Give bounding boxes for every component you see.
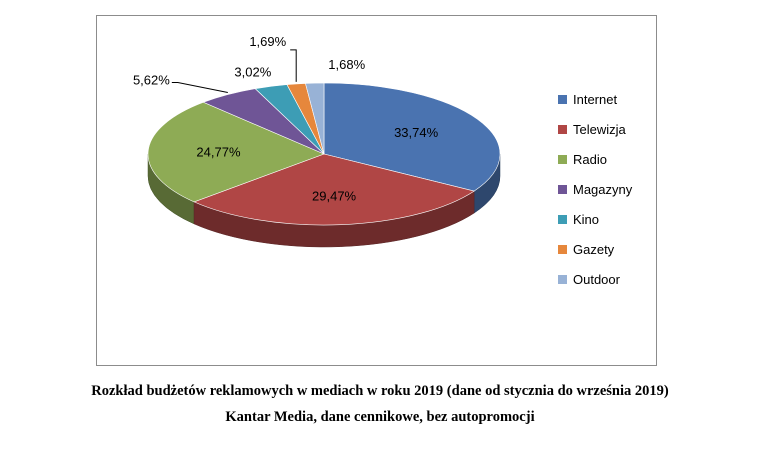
pie-slice-internet (323, 82, 501, 192)
data-label-telewizja: 29,47% (312, 188, 357, 203)
data-label-gazety: 1,69% (249, 34, 286, 49)
legend-swatch-gazety (558, 245, 567, 254)
legend-item-magazyny: Magazyny (558, 182, 633, 197)
chart-caption-title: Rozkład budżetów reklamowych w mediach w… (91, 383, 669, 399)
data-label-magazyny: 5,62% (133, 73, 170, 88)
data-label-radio: 24,77% (196, 144, 241, 159)
legend: Internet Telewizja Radio Magazyny Kino Gazety… (558, 92, 633, 287)
chart-caption-source: Kantar Media, dane cennikowe, bez autopr… (225, 409, 535, 425)
legend-label-radio: Radio (573, 152, 607, 167)
legend-label-outdoor: Outdoor (573, 272, 621, 287)
legend-swatch-internet (558, 95, 567, 104)
pie-slice-outdoor (305, 82, 325, 155)
legend-item-gazety: Gazety (558, 242, 615, 257)
legend-swatch-radio (558, 155, 567, 164)
legend-swatch-magazyny (558, 185, 567, 194)
legend-label-kino: Kino (573, 212, 599, 227)
pie-group (147, 82, 501, 248)
legend-item-telewizja: Telewizja (558, 122, 627, 137)
legend-item-radio: Radio (558, 152, 607, 167)
chart-frame: 33,74% 29,47% 24,77% 5,62% 3,02% 1,69% 1,68% I… (96, 15, 657, 366)
legend-label-gazety: Gazety (573, 242, 615, 257)
legend-swatch-kino (558, 215, 567, 224)
legend-label-telewizja: Telewizja (573, 122, 627, 137)
pie-slice-telewizja (193, 153, 475, 226)
data-label-outdoor: 1,68% (328, 57, 365, 72)
legend-swatch-outdoor (558, 275, 567, 284)
legend-label-internet: Internet (573, 92, 617, 107)
legend-swatch-telewizja (558, 125, 567, 134)
data-label-kino: 3,02% (234, 64, 271, 79)
legend-item-internet: Internet (558, 92, 617, 107)
legend-item-outdoor: Outdoor (558, 272, 621, 287)
pie-chart: 33,74% 29,47% 24,77% 5,62% 3,02% 1,69% 1,68% I… (133, 34, 633, 287)
legend-item-kino: Kino (558, 212, 599, 227)
pie-slice-radio (147, 101, 325, 203)
leader-line-magazyny (171, 82, 228, 94)
legend-label-magazyny: Magazyny (573, 182, 633, 197)
label-group: 33,74% 29,47% 24,77% 5,62% 3,02% 1,69% 1,68% (133, 34, 439, 204)
leader-line-gazety (290, 49, 297, 82)
data-label-internet: 33,74% (394, 125, 439, 140)
